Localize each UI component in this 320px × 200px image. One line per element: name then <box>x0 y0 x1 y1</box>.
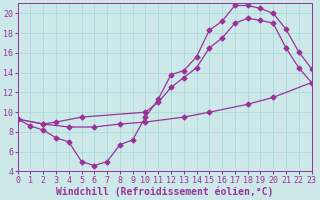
X-axis label: Windchill (Refroidissement éolien,°C): Windchill (Refroidissement éolien,°C) <box>56 186 273 197</box>
